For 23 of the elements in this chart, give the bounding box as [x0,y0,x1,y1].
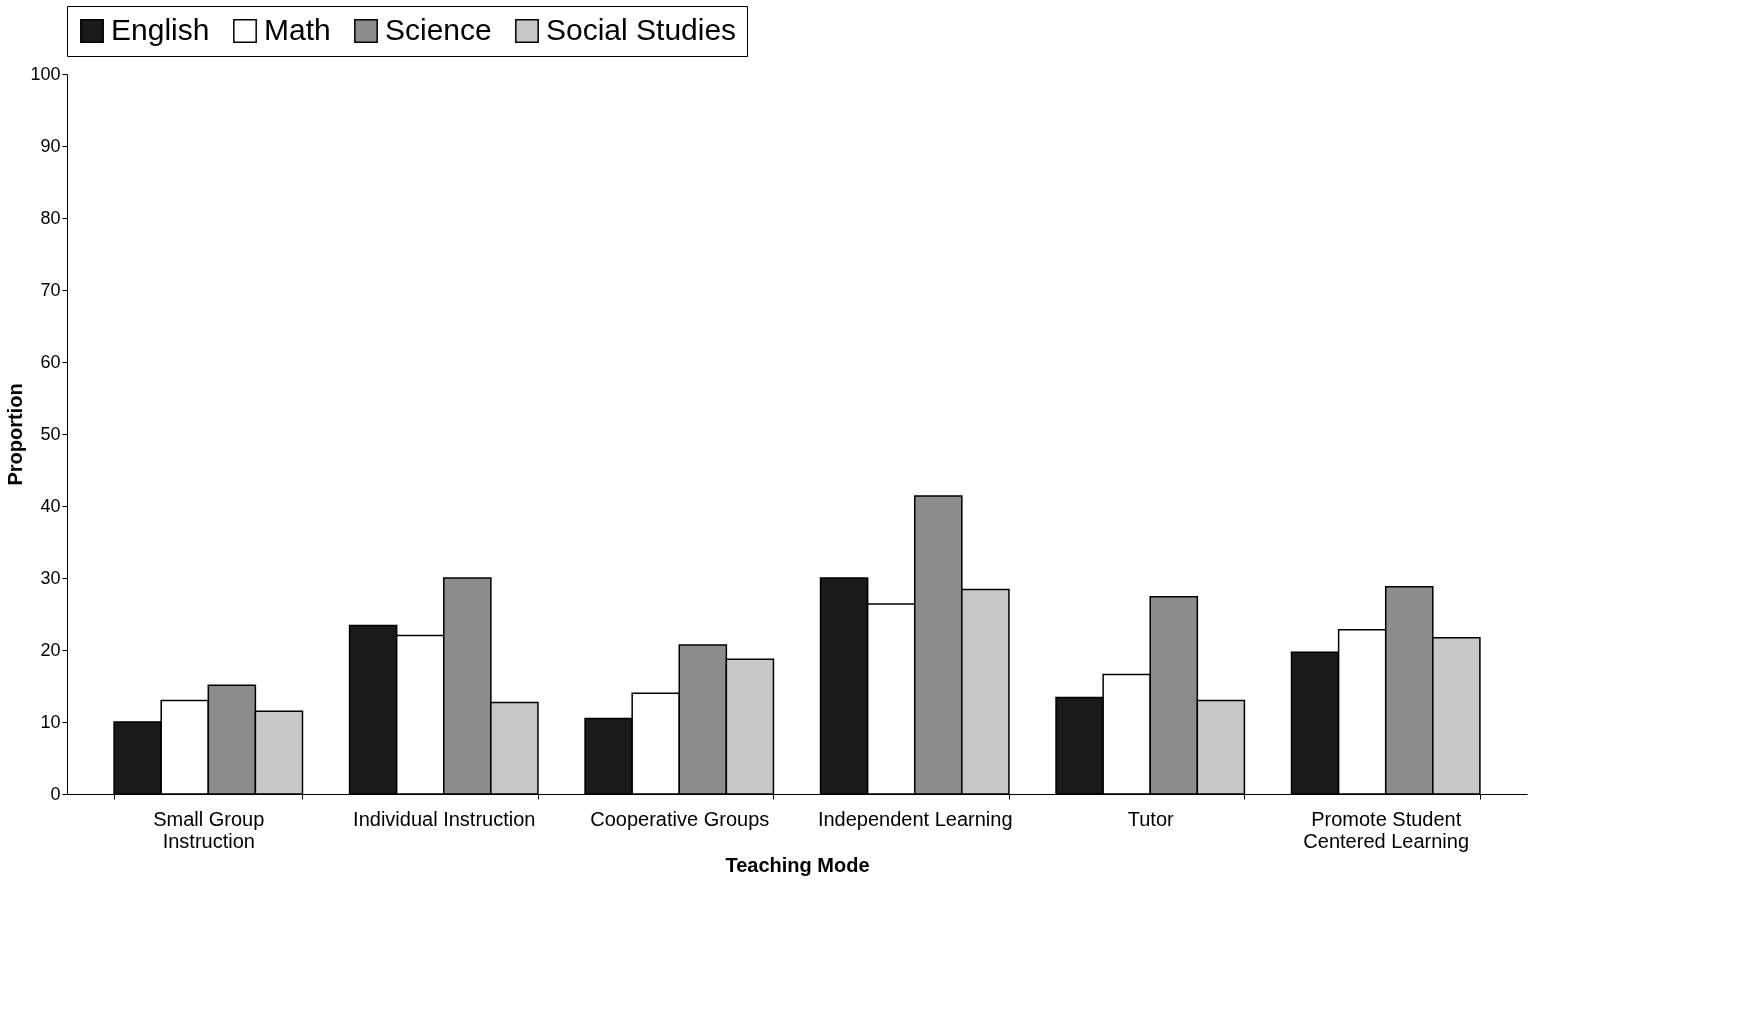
y-tick-label: 70 [40,279,61,300]
y-tick-label: 60 [40,351,61,372]
x-tick-label: Cooperative Groups [590,807,770,830]
y-tick-label: 100 [30,63,61,84]
x-tick-label: Small Group Instruction [153,807,265,852]
y-tick-label: 80 [40,207,61,228]
legend-label: Social Studies [546,13,737,46]
y-tick-label: 20 [40,639,61,660]
legend-label: Math [264,13,331,46]
x-tick-label: Promote Student Centered Learning [1303,807,1470,852]
y-tick-label: 0 [50,783,61,804]
x-tick-label: Independent Learning [817,807,1013,830]
x-tick-label: Tutor [1127,807,1175,830]
legend-label: Science [385,13,492,46]
x-tick-label: Individual Instruction [353,807,536,830]
y-tick-label: 50 [40,423,61,444]
x-axis-title: Teaching Mode [725,853,870,876]
y-tick-label: 30 [40,567,61,588]
y-tick-label: 90 [40,135,61,156]
y-tick-label: 10 [40,711,61,732]
y-tick-label: 40 [40,495,61,516]
legend-label: English [111,13,210,46]
y-axis-title: Proportion [4,383,27,486]
